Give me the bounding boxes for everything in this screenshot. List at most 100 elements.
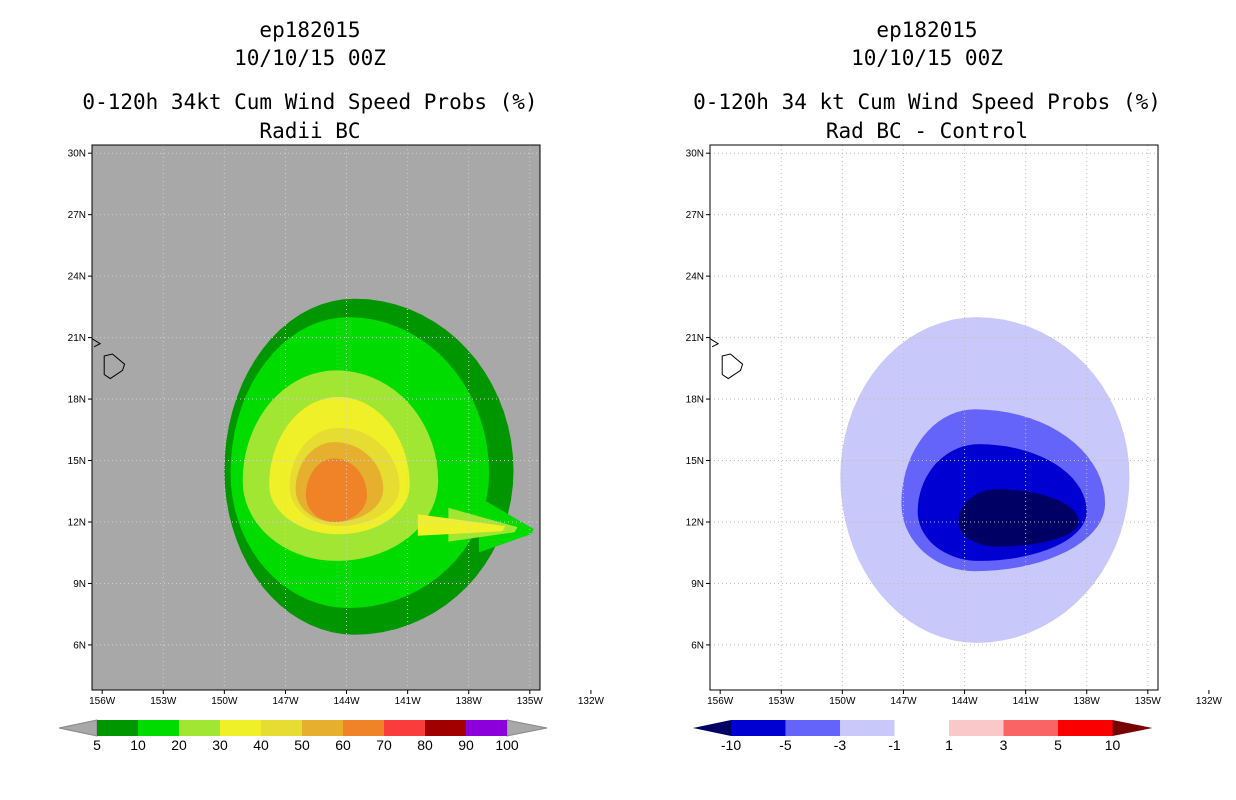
right-colorbar-swatch bbox=[785, 720, 840, 736]
left-lon-tick-label: 135W bbox=[517, 696, 544, 707]
left-lat-tick-label: 18N bbox=[68, 395, 86, 406]
right-lat-tick-label: 6N bbox=[691, 640, 704, 651]
left-plot-frame bbox=[91, 144, 541, 691]
left-lat-tick-label: 12N bbox=[68, 517, 86, 528]
left-date: 10/10/15 00Z bbox=[234, 46, 386, 70]
left-colorbar-label: 100 bbox=[495, 737, 519, 753]
right-colorbar-label: -5 bbox=[779, 737, 792, 753]
right-date: 10/10/15 00Z bbox=[851, 46, 1003, 70]
left-lon-tick-label: 147W bbox=[272, 696, 299, 707]
right-colorbar-label: 3 bbox=[1000, 737, 1008, 753]
right-lat-tick-label: 9N bbox=[691, 579, 704, 590]
left-lat-tick-label: 9N bbox=[73, 579, 86, 590]
right-colorbar-swatch bbox=[949, 720, 1004, 736]
left-colorbar: 5 10 20 30 40 50 60 70 80 90 100 bbox=[58, 719, 548, 753]
right-lat-tick-label: 30N bbox=[686, 149, 704, 160]
left-lon-tick-label: 153W bbox=[150, 696, 177, 707]
right-lon-tick-label: 150W bbox=[829, 696, 856, 707]
left-lat-tick-label: 30N bbox=[68, 149, 86, 160]
right-lat-tick-label: 18N bbox=[686, 395, 704, 406]
left-colorbar-swatch bbox=[425, 720, 466, 736]
right-colorbar-swatch bbox=[1058, 720, 1113, 736]
left-lon-tick-label: 156W bbox=[89, 696, 116, 707]
right-subtitle: Rad BC - Control bbox=[825, 119, 1029, 143]
right-colorbar-label: 5 bbox=[1054, 737, 1062, 753]
left-lat-tick-label: 24N bbox=[68, 272, 86, 283]
left-colorbar-swatch bbox=[138, 720, 179, 736]
right-lon-tick-label: 144W bbox=[951, 696, 978, 707]
left-colorbar-label: 60 bbox=[335, 737, 351, 753]
left-title: 0-120h 34kt Cum Wind Speed Probs (%) bbox=[82, 90, 538, 114]
right-colorbar-label: -3 bbox=[834, 737, 847, 753]
right-lat-tick-label: 15N bbox=[686, 456, 704, 467]
right-contour-3 bbox=[958, 489, 1079, 547]
right-colorbar: -10 -5 -3 -1 1 3 5 10 bbox=[693, 720, 1153, 753]
left-colorbar-label: 50 bbox=[294, 737, 310, 753]
right-title: 0-120h 34 kt Cum Wind Speed Probs (%) bbox=[693, 90, 1161, 114]
left-lon-tick-label: 150W bbox=[211, 696, 238, 707]
left-colorbar-label: 70 bbox=[376, 737, 392, 753]
right-plot: 30N 27N 24N 21N 18N 15N 12N 9N 6N 156W 153W 150W 147… bbox=[686, 144, 1223, 753]
left-colorbar-arrow-left bbox=[58, 719, 98, 737]
right-lon-tick-label: 156W bbox=[707, 696, 734, 707]
right-colorbar-arrow-left bbox=[693, 720, 731, 736]
left-colorbar-label: 40 bbox=[253, 737, 269, 753]
right-lon-tick-label: 138W bbox=[1074, 696, 1101, 707]
left-contours bbox=[92, 145, 540, 690]
left-storm-id: ep182015 bbox=[259, 18, 361, 42]
right-colorbar-label: -10 bbox=[721, 737, 741, 753]
left-colorbar-swatch bbox=[302, 720, 343, 736]
left-colorbar-label: 10 bbox=[130, 737, 146, 753]
left-colorbar-swatch bbox=[466, 720, 507, 736]
left-colorbar-label: 30 bbox=[212, 737, 228, 753]
right-lon-tick-label: 135W bbox=[1135, 696, 1162, 707]
left-colorbar-label: 5 bbox=[93, 737, 101, 753]
left-lon-tick-label: 132W bbox=[578, 696, 605, 707]
right-lat-tick-label: 12N bbox=[686, 517, 704, 528]
left-plot: 30N 27N 24N 21N 18N 15N 12N 9N 6N 156W 153W 150W 147… bbox=[58, 144, 605, 753]
left-lon-tick-label: 141W bbox=[395, 696, 422, 707]
left-subtitle: Radii BC bbox=[259, 119, 361, 143]
right-colorbar-swatch bbox=[840, 720, 895, 736]
left-colorbar-swatch bbox=[343, 720, 384, 736]
right-lon-tick-label: 147W bbox=[890, 696, 917, 707]
right-lat-tick-label: 27N bbox=[686, 210, 704, 221]
left-colorbar-swatch bbox=[179, 720, 220, 736]
left-tail-2 bbox=[417, 514, 506, 536]
left-lon-tick-label: 138W bbox=[456, 696, 483, 707]
left-colorbar-label: 90 bbox=[458, 737, 474, 753]
right-storm-id: ep182015 bbox=[876, 18, 978, 42]
left-contour-6 bbox=[305, 458, 367, 522]
right-colorbar-label: 1 bbox=[945, 737, 953, 753]
right-lat-tick-label: 21N bbox=[686, 333, 704, 344]
right-lon-tick-label: 141W bbox=[1013, 696, 1040, 707]
right-colorbar-label: 10 bbox=[1105, 737, 1121, 753]
left-colorbar-arrow-right bbox=[506, 719, 548, 737]
left-colorbar-swatch bbox=[261, 720, 302, 736]
right-colorbar-swatch bbox=[1003, 720, 1058, 736]
right-colorbar-arrow-right bbox=[1112, 720, 1153, 736]
right-contours bbox=[710, 145, 1158, 690]
left-lat-tick-label: 6N bbox=[73, 640, 86, 651]
left-colorbar-label: 20 bbox=[171, 737, 187, 753]
right-colorbar-label: -1 bbox=[888, 737, 901, 753]
right-lon-tick-label: 153W bbox=[768, 696, 795, 707]
left-island-outline bbox=[103, 353, 126, 380]
left-gridlines bbox=[92, 145, 540, 690]
left-colorbar-swatch bbox=[97, 720, 138, 736]
right-island-outline bbox=[721, 353, 744, 380]
left-colorbar-swatch bbox=[220, 720, 261, 736]
left-lat-tick-label: 21N bbox=[68, 333, 86, 344]
left-colorbar-label: 80 bbox=[417, 737, 433, 753]
left-island-outline-2 bbox=[92, 338, 102, 348]
left-lat-tick-label: 27N bbox=[68, 210, 86, 221]
left-colorbar-swatch bbox=[384, 720, 425, 736]
right-island-outline-2 bbox=[710, 338, 720, 348]
right-colorbar-swatch bbox=[731, 720, 786, 736]
left-lon-tick-label: 144W bbox=[333, 696, 360, 707]
left-lat-tick-label: 15N bbox=[68, 456, 86, 467]
right-gridlines bbox=[710, 145, 1158, 690]
right-plot-frame bbox=[709, 144, 1159, 691]
right-lon-tick-label: 132W bbox=[1196, 696, 1223, 707]
